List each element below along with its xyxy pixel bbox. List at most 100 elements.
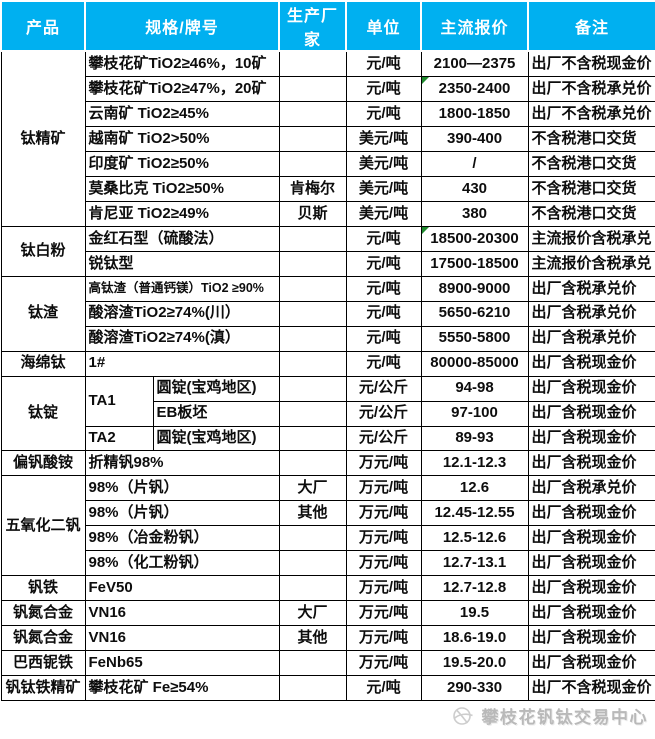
unit-cell: 元/吨 bbox=[345, 325, 422, 352]
note-cell: 出厂含税现金价 bbox=[527, 425, 655, 452]
product-cell: 钒铁 bbox=[0, 575, 86, 602]
table-row: 钒氮合金 VN16 其他 万元/吨 18.6-19.0 出厂含税现金价 bbox=[0, 625, 655, 652]
manufacturer-cell bbox=[278, 101, 347, 128]
note-cell: 出厂含税现金价 bbox=[527, 500, 655, 527]
spec-cell: 98%（片钒） bbox=[84, 475, 280, 502]
spec-cell: FeNb65 bbox=[84, 650, 280, 677]
unit-cell: 元/吨 bbox=[345, 50, 422, 78]
product-cell: 钛精矿 bbox=[0, 50, 86, 227]
note-cell: 出厂含税现金价 bbox=[527, 400, 655, 427]
product-cell: 钒氮合金 bbox=[0, 625, 86, 652]
table-row: 莫桑比克 TiO2≥50% 肯梅尔 美元/吨 430 不含税港口交货 bbox=[1, 175, 655, 202]
unit-cell: 美元/吨 bbox=[345, 175, 422, 202]
unit-cell: 元/吨 bbox=[345, 275, 422, 302]
price-cell: 89-93 bbox=[420, 425, 529, 452]
manufacturer-cell bbox=[278, 350, 347, 377]
table-row: 钛渣 高钛渣（普通钙镁）TiO2 ≥90% 元/吨 8900-9000 出厂含税承兑价 bbox=[0, 275, 655, 352]
globe-icon bbox=[451, 704, 475, 728]
unit-cell: 美元/吨 bbox=[345, 200, 422, 227]
note-cell: 出厂含税现金价 bbox=[527, 550, 655, 577]
note-cell: 出厂含税现金价 bbox=[527, 625, 655, 652]
note-cell: 出厂含税承兑价 bbox=[527, 475, 655, 502]
table-row: 肯尼亚 TiO2≥49% 贝斯 美元/吨 380 不含税港口交货 bbox=[1, 200, 655, 227]
note-cell: 出厂含税现金价 bbox=[527, 375, 655, 402]
table-row: 98%（化工粉钒） 万元/吨 12.7-13.1 出厂含税现金价 bbox=[1, 550, 655, 577]
product-cell: 巴西铌铁 bbox=[0, 650, 86, 677]
table-row: 98%（冶金粉钒） 万元/吨 12.5-12.6 出厂含税现金价 bbox=[1, 525, 655, 552]
price-cell: 97-100 bbox=[420, 400, 529, 427]
product-cell: 钛白粉 bbox=[0, 225, 86, 277]
unit-cell: 万元/吨 bbox=[345, 575, 422, 602]
unit-cell: 元/吨 bbox=[345, 76, 422, 103]
unit-cell: 元/吨 bbox=[345, 675, 422, 701]
spec-cell: 莫桑比克 TiO2≥50% bbox=[84, 175, 280, 202]
table-row: 钛精矿 攀枝花矿TiO2≥46%，10矿 元/吨 2100—2375 出厂不含税现金价 bbox=[0, 50, 655, 227]
price-table-body: 钛精矿 攀枝花矿TiO2≥46%，10矿 元/吨 2100—2375 出厂不含税现金价攀… bbox=[0, 50, 655, 701]
table-row: 钒铁 FeV50 万元/吨 12.7-12.8 出厂含税现金价 bbox=[0, 575, 655, 602]
spec-cell: 攀枝花矿TiO2≥46%，10矿 bbox=[84, 50, 280, 78]
unit-cell: 万元/吨 bbox=[345, 450, 422, 477]
unit-cell: 万元/吨 bbox=[345, 650, 422, 677]
spec-cell: 越南矿 TiO2>50% bbox=[84, 126, 280, 153]
spec-cell: 98%（片钒） bbox=[84, 500, 280, 527]
table-row: 钛白粉 金红石型（硫酸法） 元/吨 18500-20300 主流报价含税承兑 bbox=[0, 225, 655, 277]
price-cell: 19.5-20.0 bbox=[420, 650, 529, 677]
unit-cell: 元/公斤 bbox=[345, 375, 422, 402]
spec-shape-cell: EB板坯 bbox=[152, 400, 280, 427]
spec-cell: 酸溶渣TiO2≥74%(川） bbox=[84, 300, 280, 327]
manufacturer-cell bbox=[278, 76, 347, 103]
table-row: EB板坯 元/公斤 97-100 出厂含税现金价 bbox=[1, 400, 655, 427]
col-header-manufacturer: 生产厂家 bbox=[278, 0, 348, 52]
table-row: 偏钒酸铵 折精钒98% 万元/吨 12.1-12.3 出厂含税现金价 bbox=[0, 450, 655, 477]
manufacturer-cell bbox=[278, 151, 347, 177]
unit-cell: 万元/吨 bbox=[345, 525, 422, 552]
note-cell: 主流报价含税承兑 bbox=[527, 250, 655, 277]
unit-cell: 美元/吨 bbox=[345, 126, 422, 153]
note-cell: 主流报价含税承兑 bbox=[527, 225, 655, 252]
spec-shape-cell: 圆锭(宝鸡地区) bbox=[152, 375, 280, 402]
manufacturer-cell bbox=[278, 450, 347, 477]
price-cell: 17500-18500 bbox=[420, 250, 529, 277]
manufacturer-cell bbox=[278, 275, 347, 302]
table-row: 钛锭 TA1 圆锭(宝鸡地区) 元/公斤 94-98 出厂含税现金价 bbox=[0, 375, 655, 452]
table-row: 印度矿 TiO2≥50% 美元/吨 / 不含税港口交货 bbox=[1, 151, 655, 177]
manufacturer-cell: 其他 bbox=[278, 500, 347, 527]
note-cell: 出厂含税承兑价 bbox=[527, 275, 655, 302]
product-cell: 五氧化二钒 bbox=[0, 475, 86, 577]
table-row: 98%（片钒） 其他 万元/吨 12.45-12.55 出厂含税现金价 bbox=[1, 500, 655, 527]
product-cell: 钒钛铁精矿 bbox=[0, 675, 86, 701]
manufacturer-cell bbox=[278, 250, 347, 277]
note-cell: 出厂不含税现金价 bbox=[527, 675, 655, 701]
unit-cell: 万元/吨 bbox=[345, 625, 422, 652]
table-row: 酸溶渣TiO2≥74%(川） 元/吨 5650-6210 出厂含税承兑价 bbox=[1, 300, 655, 327]
price-cell: 12.6 bbox=[420, 475, 529, 502]
spec-cell: 金红石型（硫酸法） bbox=[84, 225, 280, 252]
manufacturer-cell: 大厂 bbox=[278, 600, 347, 627]
spec-grade-cell: TA1 bbox=[84, 375, 154, 427]
manufacturer-cell bbox=[278, 575, 347, 602]
spec-shape-cell: 圆锭(宝鸡地区) bbox=[152, 425, 280, 452]
manufacturer-cell bbox=[278, 550, 347, 577]
price-cell: 5550-5800 bbox=[420, 325, 529, 352]
note-cell: 出厂含税现金价 bbox=[527, 575, 655, 602]
note-cell: 不含税港口交货 bbox=[527, 151, 655, 177]
unit-cell: 元/吨 bbox=[345, 350, 422, 377]
unit-cell: 元/吨 bbox=[345, 225, 422, 252]
spec-cell: VN16 bbox=[84, 625, 280, 652]
spec-cell: 酸溶渣TiO2≥74%(滇） bbox=[84, 325, 280, 352]
price-cell: 2100—2375 bbox=[420, 50, 529, 78]
note-cell: 出厂含税现金价 bbox=[527, 650, 655, 677]
note-cell: 出厂含税现金价 bbox=[527, 525, 655, 552]
price-cell: 290-330 bbox=[420, 675, 529, 701]
note-cell: 出厂含税承兑价 bbox=[527, 325, 655, 352]
table-row: TA2 圆锭(宝鸡地区) 元/公斤 89-93 出厂含税现金价 bbox=[1, 425, 655, 452]
manufacturer-cell: 贝斯 bbox=[278, 200, 347, 227]
manufacturer-cell bbox=[278, 675, 347, 701]
spec-cell: 98%（冶金粉钒） bbox=[84, 525, 280, 552]
spec-cell: 98%（化工粉钒） bbox=[84, 550, 280, 577]
table-row: 海绵钛 1# 元/吨 80000-85000 出厂含税现金价 bbox=[0, 350, 655, 377]
manufacturer-cell bbox=[278, 50, 347, 78]
unit-cell: 元/吨 bbox=[345, 250, 422, 277]
spec-cell: FeV50 bbox=[84, 575, 280, 602]
